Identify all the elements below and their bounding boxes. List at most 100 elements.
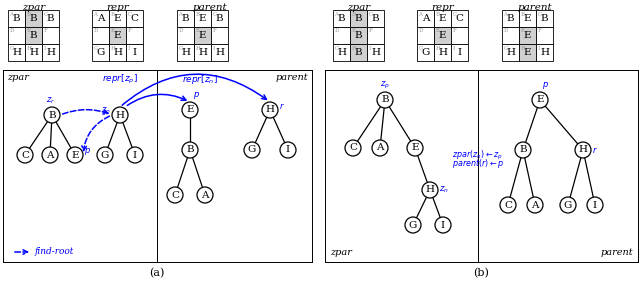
Text: H: H <box>579 145 588 154</box>
Text: H: H <box>46 48 55 57</box>
Text: $z_p$: $z_p$ <box>101 105 111 117</box>
Text: F: F <box>127 29 131 34</box>
Bar <box>92 10 109 27</box>
Text: H: H <box>115 110 125 119</box>
Circle shape <box>244 142 260 158</box>
Text: $repr[z_p]$: $repr[z_p]$ <box>102 73 138 86</box>
Text: I: I <box>369 46 371 51</box>
Text: A: A <box>335 11 339 17</box>
Text: I: I <box>127 46 130 51</box>
Text: I: I <box>452 46 455 51</box>
Text: F: F <box>212 29 216 34</box>
Text: B: B <box>195 11 200 17</box>
Bar <box>367 44 384 61</box>
Text: A: A <box>179 11 182 17</box>
Bar <box>451 27 468 44</box>
Text: (b): (b) <box>473 268 489 278</box>
Text: B: B <box>29 14 37 23</box>
Bar <box>25 10 42 27</box>
Text: B: B <box>520 11 525 17</box>
Circle shape <box>127 147 143 163</box>
Text: E: E <box>524 48 531 57</box>
Text: C: C <box>127 11 132 17</box>
Text: H: H <box>26 46 31 51</box>
Circle shape <box>42 147 58 163</box>
Text: I: I <box>133 150 137 159</box>
Text: $repr[z_n]$: $repr[z_n]$ <box>182 73 218 86</box>
Circle shape <box>575 142 591 158</box>
Text: H: H <box>113 48 122 57</box>
Bar <box>194 10 211 27</box>
Text: H: H <box>351 46 356 51</box>
Bar <box>333 44 350 61</box>
Text: C: C <box>212 11 216 17</box>
Text: $p$: $p$ <box>193 90 200 101</box>
Circle shape <box>405 217 421 233</box>
Text: E: E <box>71 150 79 159</box>
Bar <box>8 44 25 61</box>
Text: F: F <box>44 29 47 34</box>
Text: B: B <box>519 145 527 154</box>
Bar <box>25 44 42 61</box>
Text: H: H <box>540 48 549 57</box>
Bar <box>8 10 25 27</box>
Text: I: I <box>538 46 540 51</box>
Text: C: C <box>131 14 138 23</box>
Bar <box>177 27 194 44</box>
Circle shape <box>262 102 278 118</box>
Text: E: E <box>520 29 525 34</box>
Text: A: A <box>376 143 384 152</box>
Bar <box>333 27 350 44</box>
Text: $p$: $p$ <box>542 80 549 91</box>
Text: I: I <box>212 46 215 51</box>
Text: C: C <box>456 14 463 23</box>
Text: $n$: $n$ <box>113 109 120 118</box>
Bar <box>92 44 109 61</box>
Text: D: D <box>179 29 183 34</box>
Text: I: I <box>286 145 290 154</box>
Text: H: H <box>215 48 224 57</box>
Bar <box>194 27 211 44</box>
Bar <box>109 44 126 61</box>
Bar <box>350 27 367 44</box>
Text: zpar: zpar <box>348 3 371 12</box>
Text: B: B <box>372 14 380 23</box>
Text: D: D <box>419 29 423 34</box>
Text: C: C <box>21 150 29 159</box>
Text: E: E <box>435 29 440 34</box>
Bar <box>502 10 519 27</box>
Text: $z_n$: $z_n$ <box>439 185 449 195</box>
Text: parent: parent <box>193 3 227 12</box>
Bar <box>109 27 126 44</box>
Text: H: H <box>195 46 200 51</box>
Bar <box>25 27 42 44</box>
Bar <box>417 27 434 44</box>
Bar <box>434 27 451 44</box>
Text: B: B <box>381 95 389 105</box>
Text: B: B <box>13 14 20 23</box>
Text: H: H <box>266 105 275 114</box>
Text: B: B <box>111 11 115 17</box>
Text: I: I <box>458 48 461 57</box>
Text: B: B <box>355 48 362 57</box>
Text: H: H <box>181 48 190 57</box>
Text: E: E <box>26 29 31 34</box>
Bar <box>177 10 194 27</box>
Bar <box>42 27 59 44</box>
Bar <box>367 10 384 27</box>
Circle shape <box>422 182 438 198</box>
Text: A: A <box>422 14 429 23</box>
Text: E: E <box>439 14 446 23</box>
Text: E: E <box>195 29 200 34</box>
Bar <box>502 27 519 44</box>
Circle shape <box>587 197 603 213</box>
Bar <box>109 10 126 27</box>
Text: B: B <box>338 14 346 23</box>
Text: C: C <box>538 11 541 17</box>
Text: A: A <box>46 150 54 159</box>
Text: G: G <box>421 48 429 57</box>
Bar <box>451 10 468 27</box>
Text: A: A <box>201 190 209 199</box>
Text: $parent(r) \leftarrow p$: $parent(r) \leftarrow p$ <box>452 157 504 169</box>
Text: I: I <box>593 201 597 209</box>
